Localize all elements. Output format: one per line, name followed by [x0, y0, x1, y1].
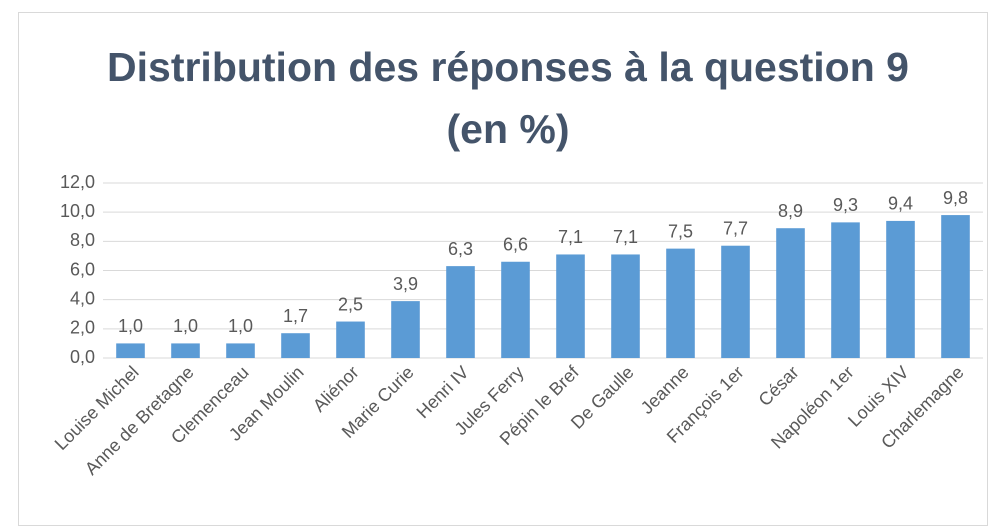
value-label: 3,9 — [393, 274, 418, 294]
value-label: 7,5 — [668, 221, 693, 241]
value-label: 1,0 — [173, 316, 198, 336]
value-label: 9,3 — [833, 195, 858, 215]
value-label: 2,5 — [338, 294, 363, 314]
chart-title: Distribution des réponses à la question … — [107, 44, 909, 152]
bar — [116, 343, 145, 358]
y-tick-label: 4,0 — [70, 288, 95, 308]
value-label: 9,8 — [943, 188, 968, 208]
bar — [831, 222, 860, 358]
bar — [941, 215, 970, 358]
bar — [391, 301, 420, 358]
bar — [721, 245, 750, 358]
bar — [611, 254, 640, 358]
bar — [886, 220, 915, 358]
value-label: 6,6 — [503, 235, 528, 255]
bar — [336, 321, 365, 358]
value-label: 7,1 — [613, 227, 638, 247]
value-label: 8,9 — [778, 201, 803, 221]
value-label: 9,4 — [888, 194, 913, 214]
bar — [501, 261, 530, 358]
value-label: 1,7 — [283, 306, 308, 326]
bar — [776, 228, 805, 358]
bar — [226, 343, 255, 358]
bar — [666, 248, 695, 358]
value-label: 6,3 — [448, 239, 473, 259]
y-tick-label: 6,0 — [70, 259, 95, 279]
value-label: 7,1 — [558, 227, 583, 247]
x-tick-label: César — [755, 362, 803, 410]
y-tick-label: 10,0 — [60, 201, 95, 221]
y-tick-label: 2,0 — [70, 318, 95, 338]
x-tick-label: Aliénor — [309, 362, 363, 416]
y-tick-label: 8,0 — [70, 230, 95, 250]
bar — [446, 266, 475, 358]
bar — [281, 333, 310, 358]
value-label: 1,0 — [228, 316, 253, 336]
chart-frame — [18, 12, 988, 526]
value-label: 7,7 — [723, 218, 748, 238]
bar — [556, 254, 585, 358]
y-tick-label: 0,0 — [70, 347, 95, 367]
x-tick-label: Jeanne — [637, 362, 693, 418]
value-label: 1,0 — [118, 316, 143, 336]
y-tick-label: 12,0 — [60, 172, 95, 192]
bar — [171, 343, 200, 358]
